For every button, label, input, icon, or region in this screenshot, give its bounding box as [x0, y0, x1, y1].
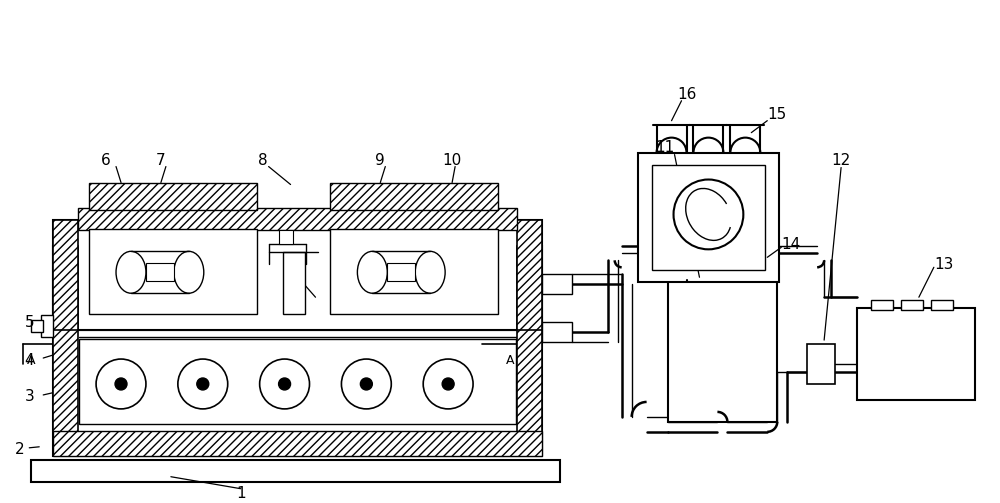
- Circle shape: [178, 359, 228, 409]
- Bar: [517, 220, 542, 330]
- Bar: [89, 229, 257, 314]
- Circle shape: [360, 378, 372, 390]
- Text: 6: 6: [101, 153, 111, 168]
- Bar: [53, 220, 542, 330]
- Bar: [330, 183, 498, 210]
- Text: 14: 14: [782, 237, 801, 252]
- Text: 4: 4: [24, 353, 34, 368]
- Bar: [78, 208, 517, 230]
- Bar: [668, 280, 777, 422]
- Circle shape: [260, 359, 310, 409]
- Bar: [53, 246, 78, 456]
- Bar: [387, 263, 415, 281]
- Text: 1: 1: [236, 486, 246, 501]
- Circle shape: [423, 359, 473, 409]
- Bar: [871, 300, 893, 310]
- Bar: [53, 431, 542, 456]
- Bar: [31, 460, 560, 482]
- Text: 8: 8: [258, 153, 267, 168]
- Bar: [542, 322, 572, 342]
- Bar: [857, 308, 975, 400]
- Circle shape: [279, 378, 291, 390]
- Bar: [53, 220, 78, 330]
- Bar: [517, 246, 542, 456]
- Bar: [31, 320, 43, 332]
- Text: 3: 3: [24, 389, 34, 404]
- Bar: [89, 183, 257, 210]
- Text: 5: 5: [24, 315, 34, 329]
- Bar: [931, 300, 953, 310]
- Text: 11: 11: [655, 140, 674, 155]
- Bar: [638, 152, 779, 282]
- Ellipse shape: [415, 252, 445, 293]
- Circle shape: [674, 180, 743, 249]
- Bar: [279, 230, 293, 244]
- Bar: [807, 344, 835, 384]
- Circle shape: [96, 359, 146, 409]
- Bar: [146, 263, 174, 281]
- Circle shape: [442, 378, 454, 390]
- Circle shape: [115, 378, 127, 390]
- Bar: [53, 246, 542, 456]
- Ellipse shape: [357, 252, 387, 293]
- Text: 13: 13: [934, 257, 954, 272]
- Text: 7: 7: [156, 153, 166, 168]
- Text: A: A: [506, 354, 514, 367]
- Text: 10: 10: [443, 153, 462, 168]
- Text: 16: 16: [678, 87, 697, 102]
- Bar: [901, 300, 923, 310]
- Text: 15: 15: [768, 107, 787, 122]
- Bar: [283, 253, 305, 314]
- Text: 2: 2: [14, 442, 24, 457]
- Bar: [330, 229, 498, 314]
- Ellipse shape: [116, 252, 146, 293]
- Circle shape: [341, 359, 391, 409]
- Bar: [652, 164, 765, 270]
- Bar: [542, 274, 572, 294]
- Text: 12: 12: [831, 153, 851, 168]
- Ellipse shape: [174, 252, 204, 293]
- Bar: [79, 339, 516, 424]
- Text: A: A: [27, 354, 36, 367]
- Text: 9: 9: [375, 153, 385, 168]
- Bar: [41, 315, 53, 337]
- Circle shape: [197, 378, 209, 390]
